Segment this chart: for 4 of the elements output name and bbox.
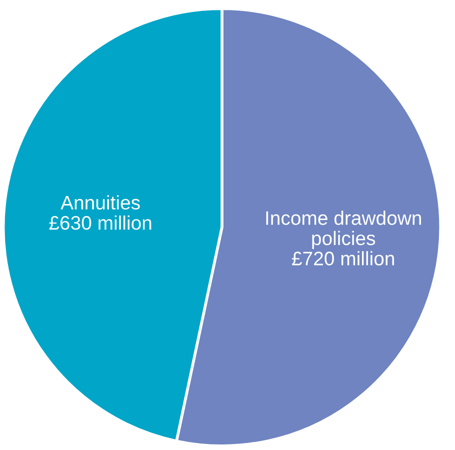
slice-label: Annuities xyxy=(60,195,140,210)
data-label: £630 million xyxy=(49,216,152,230)
slice-label: Income drawdown policies xyxy=(266,210,421,250)
data-label: £720 million xyxy=(292,251,394,266)
